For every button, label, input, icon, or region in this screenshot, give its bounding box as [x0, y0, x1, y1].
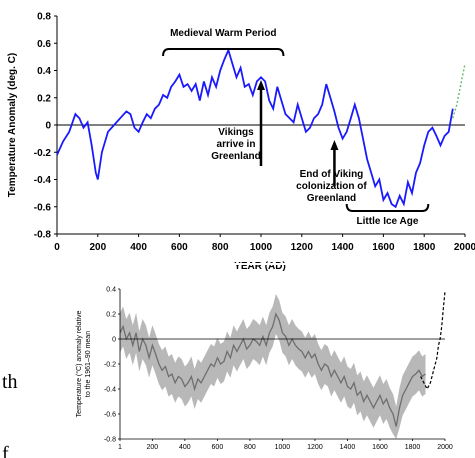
- chart-1-modern-series-line: [452, 63, 466, 119]
- chart-2-uncertainty-band: [120, 294, 426, 439]
- chart-2-x-tick-label: 1400: [340, 444, 356, 451]
- chart-2-y-tick-label: -0.8: [104, 437, 116, 444]
- chart-2-x-tick-label: 200: [147, 444, 159, 451]
- chart-2-instrumental-line: [420, 291, 446, 391]
- chart-2-x-tick-label: 1800: [405, 444, 421, 451]
- chart-1-x-tick-label: 2000: [454, 242, 475, 253]
- text-fragment-f: f: [2, 443, 9, 458]
- end-viking-arrow-head: [330, 140, 339, 150]
- chart-1-y-tick-label: -0.2: [34, 148, 52, 159]
- chart-1-x-tick-label: 1000: [250, 242, 273, 253]
- chart-1-x-tick-label: 0: [54, 242, 60, 253]
- chart-2-reconstruction-line: [119, 312, 426, 427]
- vikings-arrive-label-line: arrive in: [217, 139, 256, 150]
- chart-1-x-tick-label: 400: [130, 242, 147, 253]
- chart-1-y-tick-label: 0.8: [37, 12, 51, 23]
- chart-2-y-tick-label: -0.2: [104, 362, 116, 369]
- chart-2-x-tick-label: 400: [179, 444, 191, 451]
- chart-1-x-tick-label: 600: [171, 242, 188, 253]
- chart-2-x-tick-label: 1: [118, 444, 122, 451]
- vikings-arrive-label-line: Vikings: [218, 127, 254, 138]
- chart-1-x-tick-label: 1200: [291, 242, 314, 253]
- chart-2-x-tick-label: 1600: [372, 444, 388, 451]
- chart-1-y-tick-label: 0: [45, 121, 51, 132]
- chart-2-y-tick-label: -0.6: [104, 412, 116, 419]
- chart-1-y-tick-label: -0.6: [34, 202, 52, 213]
- chart-1-y-tick-label: 0.2: [37, 93, 51, 104]
- little-ice-age-label: Little Ice Age: [357, 216, 419, 227]
- chart-1-y-tick-label: 0.6: [37, 39, 51, 50]
- chart-2-x-tick-label: 600: [212, 444, 224, 451]
- end-viking-label-line: colonization of: [296, 181, 367, 192]
- chart-2-y-ticks: 0.4 0.2 0 -0.2 -0.4 -0.6 -0.8: [104, 287, 120, 444]
- chart-1-x-ticks: 0 200 400 600 800 1000 1200 1400 1600 1800 2000: [54, 234, 475, 253]
- chart-1-series-line: [56, 47, 454, 209]
- chart-2-series: [119, 291, 446, 427]
- chart-1-x-tick-label: 1400: [331, 242, 354, 253]
- chart-1-x-tick-label: 1600: [372, 242, 395, 253]
- chart-1-y-tick-label: 0.4: [37, 66, 51, 77]
- chart-2: 0.40.20-0.2-0.4-0.6-0.8 1 200 400 600 800 100…: [75, 287, 453, 452]
- chart-2-y-axis-label-line-2: to the 1961–90 mean: [85, 331, 92, 397]
- chart-2-y-tick-label: 0.2: [106, 312, 116, 319]
- end-viking-label-line: Greenland: [307, 193, 356, 204]
- chart-2-y-tick-label: 0.4: [106, 287, 116, 294]
- chart-2-x-tick-label: 2000: [437, 444, 453, 451]
- medieval-warm-period-label: Medieval Warm Period: [170, 28, 276, 39]
- end-viking-label-line: End of Viking: [300, 169, 364, 180]
- chart-1-x-tick-label: 1800: [413, 242, 436, 253]
- chart-2-x-tick-label: 1200: [307, 444, 323, 451]
- chart-2-band-area: [120, 294, 426, 439]
- chart-1-y-tick-label: -0.8: [34, 230, 52, 241]
- chart-1-x-axis-label: YEAR (AD): [234, 261, 286, 272]
- little-ice-age-bracket: [345, 203, 430, 212]
- chart-2-y-tick-label: 0: [112, 337, 116, 344]
- text-fragment-th: th: [2, 371, 18, 393]
- chart-2-x-tick-label: 1000: [275, 444, 291, 451]
- chart-divider: [0, 263, 475, 265]
- chart-1-y-tick-label: -0.4: [34, 175, 52, 186]
- chart-1-series: [56, 47, 466, 209]
- chart-1-x-tick-label: 200: [89, 242, 106, 253]
- chart-2-x-ticks: 1 200 400 600 800 1000 1200 1400 1600 1800 2000: [118, 439, 453, 451]
- chart-2-x-tick-label: 800: [244, 444, 256, 451]
- vikings-arrive-label-line: Greenland: [211, 151, 260, 162]
- medieval-bracket: [162, 48, 285, 57]
- vikings-arrive-arrow-head: [257, 80, 265, 90]
- chart-2-y-axis-label-line-1: Temperature (°C) anomaly relative: [75, 311, 83, 418]
- chart-1: 0.8 0.6 0.4 0.2 0 -0.2 -0.4 -0.6 -0.8 0 200 400 600…: [7, 12, 475, 273]
- chart-1-y-ticks: 0.8 0.6 0.4 0.2 0 -0.2 -0.4 -0.6 -0.8: [34, 12, 57, 241]
- chart-2-y-tick-label: -0.4: [104, 387, 116, 394]
- chart-1-x-tick-label: 800: [212, 242, 229, 253]
- chart-1-y-axis-label: Temperature Anomaly (deg. C): [7, 53, 18, 197]
